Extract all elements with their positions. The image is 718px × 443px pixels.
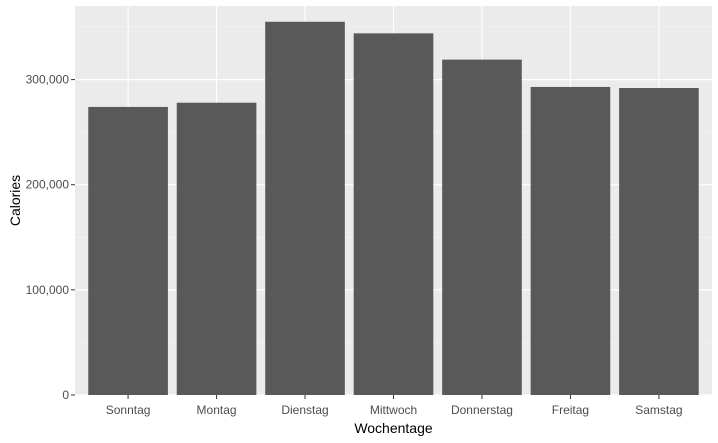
y-tick-label: 200,000: [26, 178, 70, 192]
bar: [619, 88, 699, 395]
y-axis: 0 100,000 200,000 300,000: [26, 73, 75, 402]
bar: [442, 59, 522, 395]
bar: [176, 102, 257, 395]
y-axis-title: Calories: [7, 175, 23, 226]
bars: [88, 21, 699, 396]
y-tick-label: 300,000: [26, 73, 70, 87]
bar: [265, 21, 345, 396]
x-axis: Sonntag Montag Dienstag Mittwoch Donnerstag F…: [106, 395, 683, 417]
y-tick-label: 0: [62, 388, 69, 402]
x-axis-title: Wochentage: [354, 420, 433, 436]
bar: [530, 86, 611, 396]
bar: [88, 106, 168, 395]
y-tick-label: 100,000: [26, 283, 70, 297]
x-tick-label: Mittwoch: [370, 403, 417, 417]
x-tick-label: Montag: [197, 403, 237, 417]
bar: [353, 33, 434, 395]
x-tick-label: Dienstag: [281, 403, 328, 417]
x-tick-label: Sonntag: [106, 403, 151, 417]
x-tick-label: Freitag: [552, 403, 589, 417]
x-tick-label: Donnerstag: [451, 403, 513, 417]
x-tick-label: Samstag: [635, 403, 682, 417]
